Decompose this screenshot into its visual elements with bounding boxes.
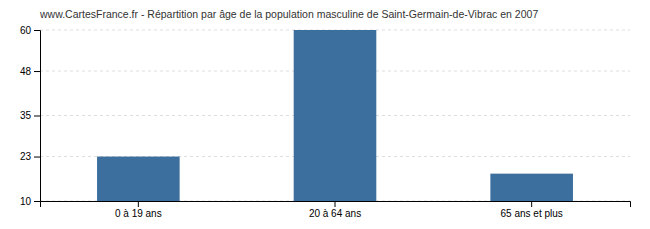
x-tick-label: 0 à 19 ans bbox=[115, 208, 162, 219]
bars bbox=[97, 30, 573, 201]
x-tick-mark bbox=[531, 201, 532, 207]
grid bbox=[40, 30, 630, 201]
plot: 10 23 35 48 60 0 à 19 ans 20 à 64 ans 65 ans et… bbox=[20, 25, 631, 219]
title: www.CartesFrance.fr - Répartition par âg… bbox=[39, 8, 538, 20]
x-tick-mark bbox=[138, 201, 139, 207]
x-tick-label: 65 ans et plus bbox=[501, 208, 563, 219]
y-axis-line bbox=[34, 31, 41, 202]
bar bbox=[97, 157, 180, 201]
x-tick: 65 ans et plus bbox=[501, 201, 563, 219]
x-axis-line bbox=[41, 202, 631, 208]
bar bbox=[294, 30, 377, 201]
y-axis: 10 23 35 48 60 bbox=[20, 25, 41, 207]
x-tick-mark bbox=[335, 201, 336, 207]
chart: www.CartesFrance.fr - Répartition par âg… bbox=[0, 0, 650, 229]
y-tick-mark bbox=[34, 116, 40, 117]
y-tick-label: 23 bbox=[20, 151, 32, 162]
x-tick: 20 à 64 ans bbox=[309, 201, 361, 219]
x-axis: 0 à 19 ans 20 à 64 ans 65 ans et plus bbox=[41, 201, 631, 219]
x-tick-label: 20 à 64 ans bbox=[309, 208, 361, 219]
y-tick: 10 bbox=[20, 196, 40, 207]
x-tick: 0 à 19 ans bbox=[115, 201, 162, 219]
bar bbox=[490, 174, 573, 201]
y-tick-label: 60 bbox=[20, 25, 32, 36]
y-tick: 23 bbox=[20, 151, 40, 162]
y-tick-mark bbox=[34, 201, 40, 202]
y-tick-label: 35 bbox=[20, 110, 32, 121]
y-tick: 48 bbox=[20, 66, 40, 77]
y-tick: 60 bbox=[20, 25, 40, 36]
y-tick-mark bbox=[34, 30, 40, 31]
y-tick-mark bbox=[34, 71, 40, 72]
y-tick-label: 10 bbox=[20, 196, 32, 207]
y-tick-mark bbox=[34, 157, 40, 158]
y-tick-label: 48 bbox=[20, 66, 32, 77]
y-tick: 35 bbox=[20, 110, 40, 121]
